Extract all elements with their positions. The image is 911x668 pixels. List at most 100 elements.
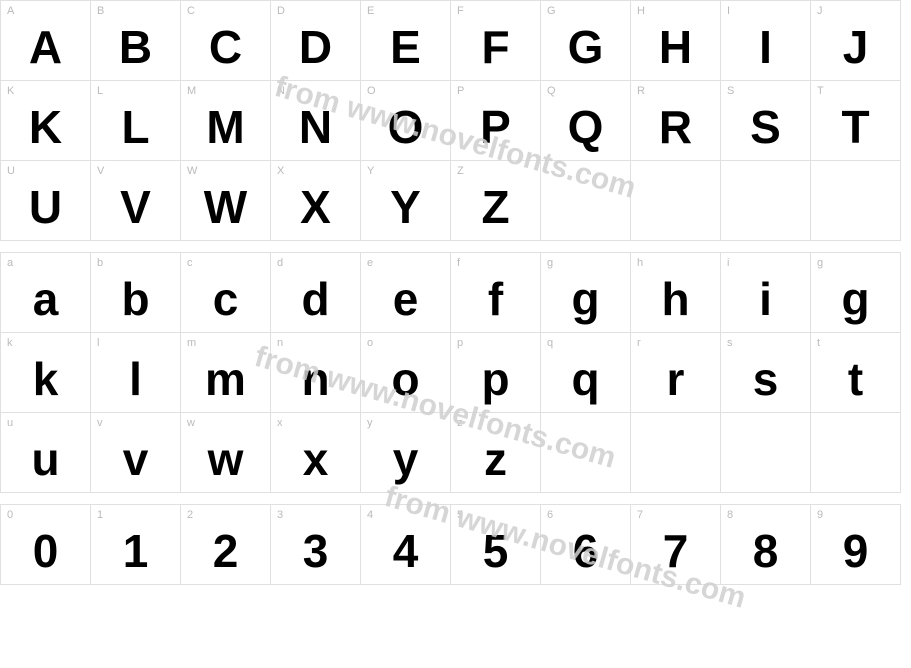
cell-glyph: G [568,24,604,70]
cell-char-label: n [277,337,283,349]
cell-glyph: g [841,276,869,322]
cell-char-label: f [457,257,460,269]
cell-glyph: t [848,356,863,402]
cell-glyph: c [213,276,239,322]
cell-glyph: D [299,24,332,70]
cell-char-label: U [7,165,15,177]
cell-glyph: 6 [573,528,599,574]
cell-char-label: a [7,257,13,269]
cell-glyph: V [120,184,151,230]
glyph-cell: 55 [450,504,541,585]
glyph-cell: 33 [270,504,361,585]
cell-char-label: x [277,417,283,429]
cell-glyph: 3 [303,528,329,574]
cell-glyph: O [388,104,424,150]
cell-char-label: O [367,85,376,97]
cell-char-label: c [187,257,193,269]
cell-glyph: n [301,356,329,402]
glyph-cell: NN [270,80,361,161]
cell-char-label: 7 [637,509,643,521]
cell-glyph: N [299,104,332,150]
cell-char-label: D [277,5,285,17]
glyph-cell: WW [180,160,271,241]
cell-glyph: J [843,24,869,70]
glyph-cell: JJ [810,0,901,81]
cell-char-label: t [817,337,820,349]
cell-glyph: C [209,24,242,70]
cell-glyph: 4 [393,528,419,574]
glyph-cell [630,412,721,493]
cell-glyph: Y [390,184,421,230]
cell-char-label: G [547,5,556,17]
cell-glyph: m [205,356,246,402]
cell-char-label: 8 [727,509,733,521]
cell-glyph: 1 [123,528,149,574]
glyph-cell: ff [450,252,541,333]
glyph-cell: uu [0,412,91,493]
cell-glyph: 5 [483,528,509,574]
glyph-cell: 66 [540,504,631,585]
cell-char-label: V [97,165,104,177]
cell-char-label: W [187,165,197,177]
glyph-cell: GG [540,0,631,81]
cell-char-label: 0 [7,509,13,521]
glyph-cell: MM [180,80,271,161]
cell-glyph: h [661,276,689,322]
glyph-cell: zz [450,412,541,493]
cell-glyph: y [393,436,419,482]
cell-char-label: l [97,337,99,349]
glyph-cell: kk [0,332,91,413]
glyph-cell: 77 [630,504,721,585]
glyph-cell: dd [270,252,361,333]
cell-char-label: 9 [817,509,823,521]
glyph-cell: 00 [0,504,91,585]
cell-char-label: d [277,257,283,269]
cell-glyph: z [484,436,507,482]
cell-glyph: v [123,436,149,482]
glyph-cell: XX [270,160,361,241]
cell-glyph: g [571,276,599,322]
glyph-cell: yy [360,412,451,493]
glyph-cell: tt [810,332,901,413]
cell-glyph: f [488,276,503,322]
glyph-cell [540,412,631,493]
cell-char-label: Y [367,165,374,177]
cell-glyph: S [750,104,781,150]
glyph-cell: 22 [180,504,271,585]
glyph-cell: OO [360,80,451,161]
cell-char-label: 4 [367,509,373,521]
glyph-cell: oo [360,332,451,413]
cell-char-label: X [277,165,284,177]
glyph-cell: mm [180,332,271,413]
glyph-cell: aa [0,252,91,333]
cell-char-label: K [7,85,14,97]
cell-glyph: A [29,24,62,70]
glyph-cell: cc [180,252,271,333]
glyph-cell: ww [180,412,271,493]
glyph-cell: nn [270,332,361,413]
cell-glyph: u [31,436,59,482]
glyph-cell: DD [270,0,361,81]
cell-char-label: N [277,85,285,97]
cell-char-label: 2 [187,509,193,521]
cell-glyph: K [29,104,62,150]
cell-char-label: L [97,85,103,97]
cell-char-label: Z [457,165,464,177]
glyph-cell: ZZ [450,160,541,241]
glyph-cell: xx [270,412,361,493]
glyph-cell [810,160,901,241]
cell-char-label: C [187,5,195,17]
glyph-cell: EE [360,0,451,81]
cell-char-label: H [637,5,645,17]
cell-char-label: b [97,257,103,269]
glyph-cell: 99 [810,504,901,585]
cell-glyph: b [121,276,149,322]
cell-glyph: Z [481,184,509,230]
cell-glyph: Q [568,104,604,150]
cell-glyph: T [841,104,869,150]
glyph-cell: qq [540,332,631,413]
cell-glyph: w [208,436,244,482]
cell-char-label: B [97,5,104,17]
glyph-cell: FF [450,0,541,81]
glyph-cell: ll [90,332,181,413]
